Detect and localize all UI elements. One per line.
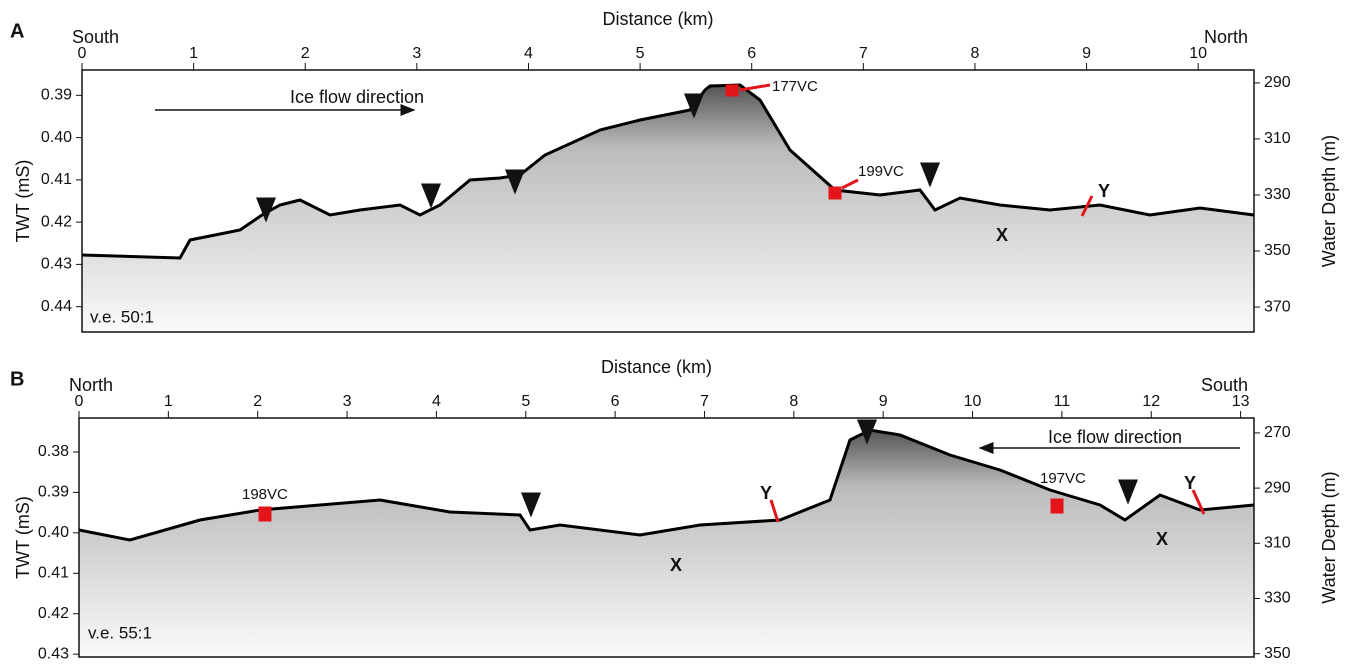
y2-tick-label: 290 bbox=[1264, 479, 1291, 496]
y-tick-label: 0.42 bbox=[38, 605, 69, 622]
x-tick-label: 6 bbox=[747, 45, 756, 62]
y-tick-label: 0.40 bbox=[38, 524, 69, 541]
plot-frame bbox=[78, 417, 1255, 658]
panel-letter: A bbox=[10, 20, 24, 42]
flow-arrows bbox=[155, 104, 1240, 454]
x-tick-label: 10 bbox=[964, 393, 982, 410]
annotation: Y bbox=[1184, 473, 1196, 493]
annotation: X bbox=[996, 225, 1008, 245]
x-tick-label: 2 bbox=[301, 45, 310, 62]
x-tick-label: 6 bbox=[611, 393, 620, 410]
y-tick-label: 0.43 bbox=[38, 645, 69, 662]
x-tick-label: 2 bbox=[253, 393, 262, 410]
y2-tick-label: 330 bbox=[1264, 590, 1291, 607]
x-tick-label: 0 bbox=[75, 393, 84, 410]
x-tick-label: 5 bbox=[636, 45, 645, 62]
y2-axis-title: Water Depth (m) bbox=[1319, 135, 1339, 267]
plot-frame bbox=[81, 69, 1255, 333]
annotation: v.e. 55:1 bbox=[88, 623, 152, 642]
annotation: 198VC bbox=[242, 486, 288, 503]
annotation: 177VC bbox=[772, 78, 818, 95]
annotation: Y bbox=[1098, 181, 1110, 201]
panel-letter: B bbox=[10, 368, 24, 390]
seismic-image-b bbox=[78, 428, 1255, 657]
x-tick-label: 8 bbox=[789, 393, 798, 410]
x-tick-label: 9 bbox=[1082, 45, 1091, 62]
y-axis-title: TWT (mS) bbox=[13, 160, 33, 243]
right-label: North bbox=[1204, 27, 1248, 47]
annotation: Ice flow direction bbox=[1048, 427, 1182, 447]
x-tick-label: 0 bbox=[78, 45, 87, 62]
x-tick-label: 12 bbox=[1142, 393, 1160, 410]
down-arrows bbox=[256, 93, 1138, 518]
annotation: 197VC bbox=[1040, 470, 1086, 487]
x-tick-label: 7 bbox=[700, 393, 709, 410]
x-tick-label: 1 bbox=[189, 45, 198, 62]
left-label: South bbox=[72, 27, 119, 47]
y2-tick-label: 290 bbox=[1264, 74, 1291, 91]
y-tick-label: 0.44 bbox=[41, 298, 72, 315]
y-tick-label: 0.41 bbox=[41, 171, 72, 188]
right-label: South bbox=[1201, 375, 1248, 395]
y2-tick-label: 270 bbox=[1264, 424, 1291, 441]
x-tick-label: 5 bbox=[521, 393, 530, 410]
x-tick-label: 3 bbox=[343, 393, 352, 410]
y2-tick-label: 350 bbox=[1264, 242, 1291, 259]
markers bbox=[258, 83, 1206, 523]
y-tick-label: 0.41 bbox=[38, 565, 69, 582]
annotation: X bbox=[670, 555, 682, 575]
x-tick-label: 4 bbox=[524, 45, 533, 62]
y-tick-label: 0.38 bbox=[38, 443, 69, 460]
x-tick-label: 4 bbox=[432, 393, 441, 410]
y2-tick-label: 310 bbox=[1264, 535, 1291, 552]
x-axis-title: Distance (km) bbox=[601, 357, 712, 377]
x-tick-label: 13 bbox=[1232, 393, 1250, 410]
y-tick-label: 0.42 bbox=[41, 213, 72, 230]
annotation: Y bbox=[760, 483, 772, 503]
y-tick-label: 0.39 bbox=[38, 484, 69, 501]
seismic-image-a bbox=[81, 83, 1255, 332]
x-tick-label: 1 bbox=[164, 393, 173, 410]
annotation: X bbox=[1156, 529, 1168, 549]
annotation: 199VC bbox=[858, 163, 904, 180]
x-tick-label: 3 bbox=[412, 45, 421, 62]
x-axis-title: Distance (km) bbox=[602, 9, 713, 29]
y2-tick-label: 370 bbox=[1264, 298, 1291, 315]
annotation: v.e. 50:1 bbox=[90, 307, 154, 326]
y-tick-label: 0.39 bbox=[41, 87, 72, 104]
annotation: Ice flow direction bbox=[290, 87, 424, 107]
x-tick-label: 8 bbox=[970, 45, 979, 62]
y-tick-label: 0.43 bbox=[41, 256, 72, 273]
x-tick-label: 11 bbox=[1054, 393, 1071, 410]
y-tick-label: 0.40 bbox=[41, 129, 72, 146]
y2-tick-label: 350 bbox=[1264, 645, 1291, 662]
left-label: North bbox=[69, 375, 113, 395]
x-tick-label: 7 bbox=[859, 45, 868, 62]
y2-tick-label: 310 bbox=[1264, 130, 1291, 147]
y2-axis-title: Water Depth (m) bbox=[1319, 471, 1339, 603]
x-tick-label: 9 bbox=[879, 393, 888, 410]
y2-tick-label: 330 bbox=[1264, 186, 1291, 203]
y-axis-title: TWT (mS) bbox=[13, 496, 33, 579]
x-tick-label: 10 bbox=[1189, 45, 1207, 62]
